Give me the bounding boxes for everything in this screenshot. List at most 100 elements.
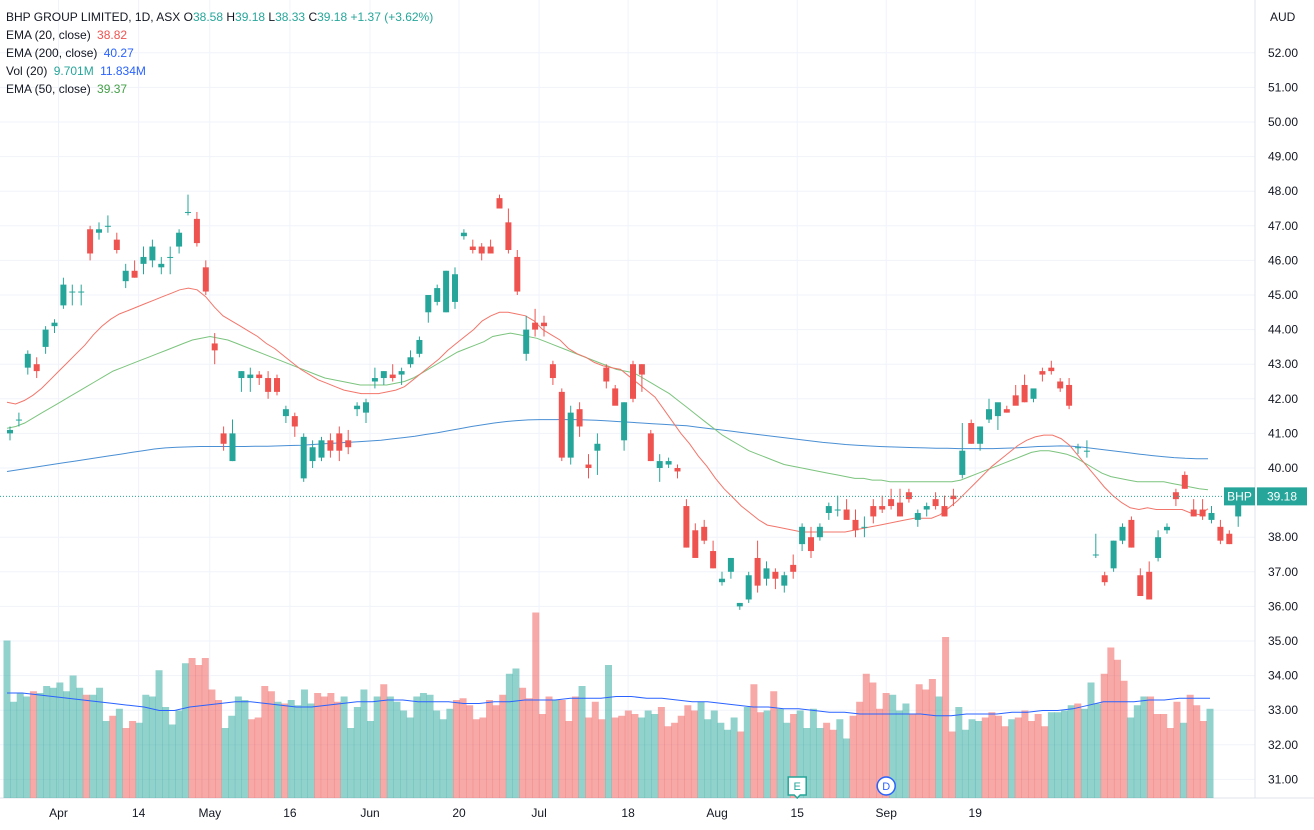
candle-body — [7, 429, 13, 434]
volume-bar — [988, 712, 996, 798]
candle — [558, 388, 565, 462]
candle-body — [719, 578, 725, 583]
earnings-marker[interactable]: E — [787, 776, 807, 800]
candle-body — [923, 506, 930, 510]
candle — [523, 315, 530, 361]
volume-bar — [757, 712, 765, 798]
volume-bar — [803, 728, 811, 798]
candle-body — [905, 492, 912, 500]
candle-body — [612, 388, 619, 406]
legend-ema20-row[interactable]: EMA (20, close) 38.82 — [6, 26, 433, 44]
price-tick-label: 50.00 — [1268, 115, 1298, 129]
ema-lines — [6, 287, 1209, 533]
price-tick-label: 40.00 — [1268, 461, 1298, 475]
candle — [1057, 378, 1064, 392]
legend-ema50-row[interactable]: EMA (50, close) 39.37 — [6, 80, 433, 98]
candle — [763, 561, 770, 586]
volume-bar — [856, 701, 864, 798]
volume-bar — [413, 696, 421, 798]
candle-body — [434, 288, 441, 302]
volume-bar — [254, 717, 262, 798]
candle — [736, 602, 743, 610]
high-value: 39.18 — [235, 10, 266, 24]
volume-bar — [188, 658, 196, 798]
candle-body — [799, 526, 806, 545]
candle — [692, 523, 699, 558]
candle-body — [389, 374, 396, 379]
candle-body — [825, 506, 832, 513]
volume-bar — [790, 714, 798, 798]
symbol-title[interactable]: BHP GROUP LIMITED, 1D, ASX — [6, 10, 181, 24]
candle-body — [541, 322, 547, 327]
time-axis[interactable]: Apr 14 May 16 Jun 20 Jul 18 Aug 15 Sep 19 — [49, 806, 982, 820]
volume-bar — [320, 696, 328, 798]
volume-bar — [1061, 710, 1069, 798]
legend-volume-row[interactable]: Vol (20) 9.701M 11.834M — [6, 62, 433, 80]
candle — [1199, 499, 1206, 520]
volume-bar — [829, 729, 837, 798]
legend-ohlc-row[interactable]: BHP GROUP LIMITED, 1D, ASX O38.58 H39.18… — [6, 8, 433, 26]
candle — [959, 423, 966, 479]
volume-bar — [1080, 708, 1088, 798]
candle-body — [1235, 495, 1242, 517]
candle — [834, 495, 841, 517]
candle — [1048, 360, 1055, 375]
volume-bar — [333, 701, 341, 798]
volume-bar — [274, 701, 282, 798]
volume-bar — [690, 710, 698, 798]
candle-body — [1199, 509, 1206, 517]
ema200-label: EMA (200, close) — [6, 46, 98, 60]
candle — [318, 436, 325, 462]
volume-bar — [168, 724, 176, 798]
candle-body — [318, 440, 325, 458]
candle-body — [469, 246, 476, 251]
volume-bar — [76, 687, 84, 798]
price-axis[interactable]: AUD 52.00 51.00 50.00 49.00 48.00 47.00 46.00 45… — [1268, 10, 1298, 786]
candle-body — [1021, 384, 1028, 403]
candle — [621, 402, 628, 451]
candle — [398, 367, 405, 385]
candle — [932, 492, 939, 510]
volume-bar — [1133, 705, 1141, 798]
earnings-marker-letter: E — [794, 781, 801, 793]
candle — [790, 554, 797, 579]
candle-body — [994, 402, 1001, 417]
candle — [1181, 471, 1188, 489]
candle — [176, 229, 183, 254]
volume-bar — [558, 700, 566, 798]
candle — [986, 398, 992, 424]
candle — [665, 457, 672, 468]
candle-body — [300, 436, 307, 479]
volume-bar — [122, 728, 130, 798]
volume-bar — [228, 715, 236, 798]
candle-body — [1012, 395, 1019, 406]
candle-body — [1181, 474, 1188, 489]
candle-body — [256, 374, 263, 379]
volume-bar — [1047, 712, 1055, 798]
volume-bar — [181, 663, 189, 798]
candle-body — [96, 229, 102, 233]
volume-bar — [49, 687, 57, 798]
time-tick-label: Sep — [876, 806, 898, 820]
candle — [42, 326, 49, 354]
ema50-line — [6, 332, 1209, 491]
candle-body — [781, 575, 788, 586]
candle — [149, 239, 156, 268]
candle-body — [1172, 492, 1179, 500]
candle-body — [87, 229, 94, 254]
volume-bar — [823, 722, 831, 798]
candle — [425, 295, 432, 323]
candle — [541, 315, 547, 337]
candle — [202, 260, 209, 295]
candle — [1128, 516, 1135, 548]
volume-bar — [994, 715, 1002, 798]
volume-bar — [69, 675, 77, 798]
currency-label[interactable]: AUD — [1270, 10, 1296, 24]
change-value: +1.37 (+3.62%) — [350, 10, 434, 24]
dividend-marker[interactable]: D — [876, 776, 896, 796]
legend-ema200-row[interactable]: EMA (200, close) 40.27 — [6, 44, 433, 62]
candle — [914, 509, 921, 527]
candle-body — [505, 222, 512, 251]
